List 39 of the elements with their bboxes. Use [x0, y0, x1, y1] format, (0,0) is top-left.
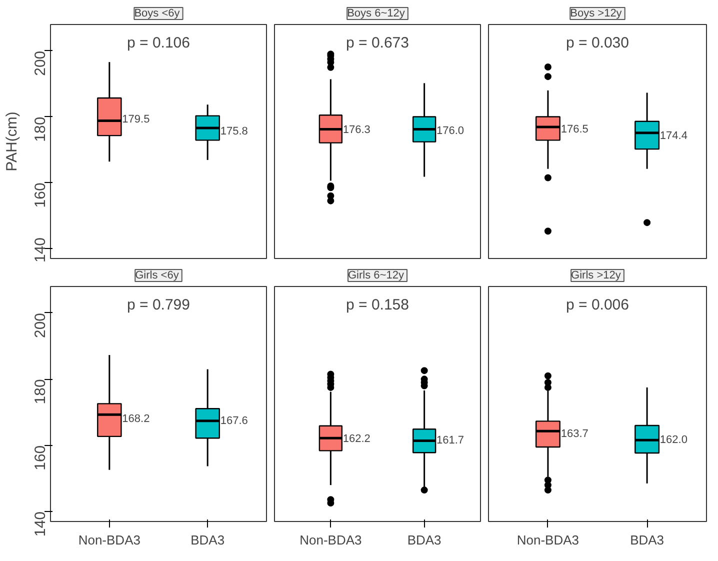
x-tick-label: Non-BDA3: [300, 532, 362, 548]
chart-title: Boys >12y: [570, 8, 622, 20]
chart-title: Girls <6y: [135, 270, 180, 282]
annotation: 176.0: [436, 124, 464, 137]
x-tick-label: BDA3: [190, 532, 225, 548]
annotation: p = 0.106: [127, 34, 190, 52]
y-tick-label: 140: [32, 237, 49, 262]
annotation: 162.0: [660, 434, 688, 446]
annotation: p = 0.673: [346, 34, 409, 52]
annotation: 179.5: [122, 113, 150, 126]
annotation: 161.7: [436, 434, 464, 447]
annotation: 175.8: [220, 126, 248, 138]
annotation: 168.2: [122, 413, 150, 426]
y-tick-label: 160: [32, 445, 49, 470]
chart-title: Boys <6y: [134, 8, 180, 20]
x-tick-label: Non-BDA3: [516, 532, 580, 548]
x-tick-label: Non-BDA3: [78, 532, 140, 548]
chart-title: Boys 6~12y: [347, 8, 406, 20]
y-tick-label: 200: [32, 312, 49, 338]
annotation: 163.7: [560, 428, 588, 440]
y-tick-label: 180: [32, 116, 49, 142]
y-tick-label: 180: [32, 379, 49, 404]
annotation: p = 0.030: [566, 34, 629, 52]
chart-title: Girls 6~12y: [348, 270, 404, 282]
y-axis-title: PAH(cm): [4, 112, 20, 172]
annotation: p = 0.158: [346, 296, 409, 314]
annotation: p = 0.799: [127, 296, 190, 314]
y-tick-label: 200: [32, 50, 49, 76]
chart-title: Girls >12y: [571, 270, 622, 282]
annotation: 167.6: [220, 415, 248, 428]
annotation: 176.5: [560, 123, 588, 136]
annotation: p = 0.006: [566, 296, 629, 314]
y-tick-label: 160: [32, 182, 49, 208]
x-tick-label: BDA3: [630, 532, 664, 548]
annotation: 174.4: [660, 130, 688, 142]
x-tick-label: BDA3: [407, 532, 442, 548]
y-tick-label: 140: [32, 512, 49, 537]
annotation: 176.3: [342, 124, 370, 136]
annotation: 162.2: [342, 433, 370, 446]
